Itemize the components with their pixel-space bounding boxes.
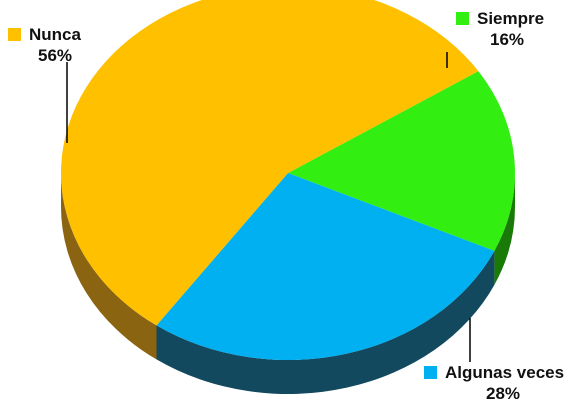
algunas-veces-percent: 28% <box>486 384 521 403</box>
pie-slice-siempre <box>288 71 515 251</box>
siempre-name: Siempre <box>477 9 545 28</box>
pie-slice-nunca <box>61 0 479 326</box>
pie-slice-algunas-veces <box>156 173 495 360</box>
nunca-name: Nunca <box>29 25 81 44</box>
pie-side-algunas-veces <box>156 250 495 395</box>
legend-siempre: Siempre 16% <box>456 8 544 50</box>
pie-side-nunca <box>61 173 157 360</box>
siempre-percent: 16% <box>490 30 525 49</box>
pie-side-siempre <box>494 173 515 285</box>
nunca-swatch <box>8 28 21 41</box>
legend-nunca: Nunca 56% <box>8 24 81 66</box>
nunca-percent: 56% <box>38 46 73 65</box>
algunas-veces-swatch <box>424 366 437 379</box>
legend-algunas-veces: Algunas veces 28% <box>424 362 564 404</box>
siempre-swatch <box>456 12 469 25</box>
algunas-veces-name: Algunas veces <box>445 363 565 382</box>
